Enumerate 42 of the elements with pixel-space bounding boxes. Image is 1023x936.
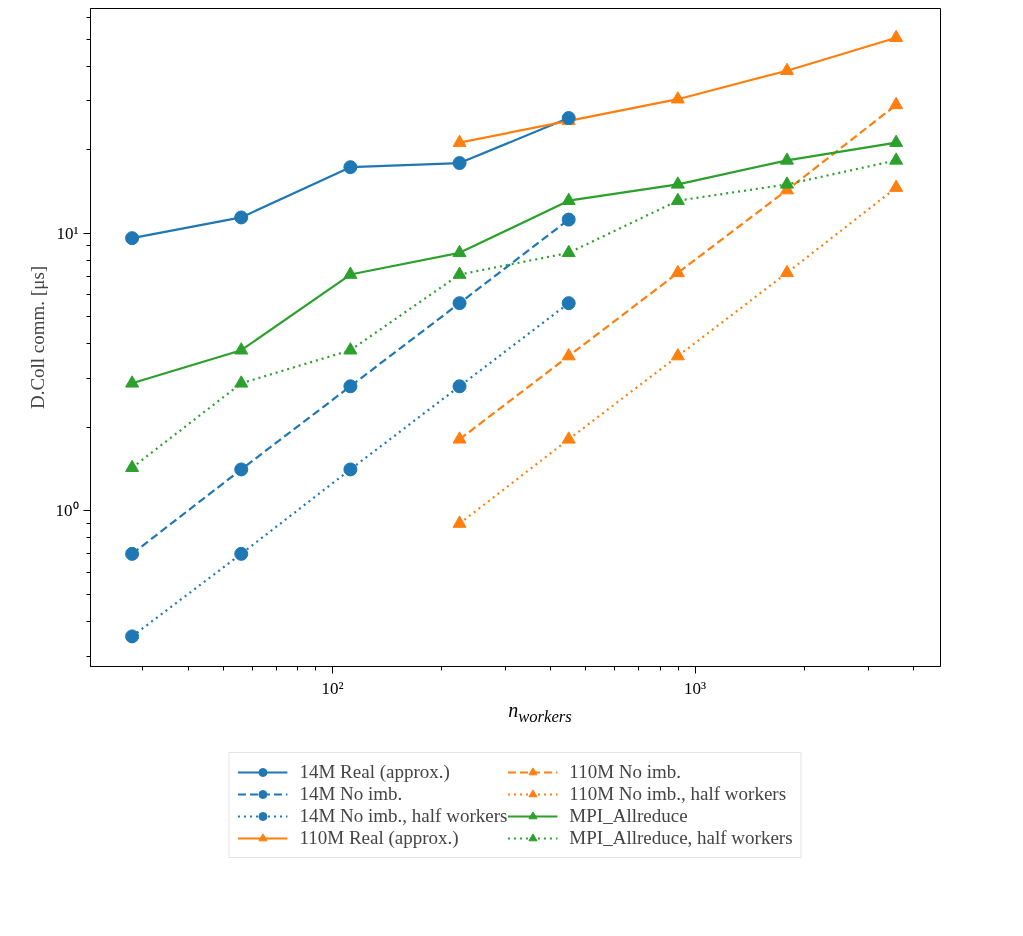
y-tick-label: 10⁰: [55, 501, 79, 521]
legend-label: 14M Real (approx.): [299, 761, 450, 783]
point: [561, 212, 576, 227]
x-tick-label: 10²: [321, 678, 344, 698]
point: [889, 152, 904, 165]
point: [125, 546, 140, 561]
point: [670, 192, 685, 205]
point: [234, 342, 249, 355]
point: [343, 462, 358, 477]
legend-label: MPI_Allreduce: [569, 805, 688, 827]
point: [452, 296, 467, 311]
legend-label: 110M Real (approx.): [299, 827, 459, 849]
point: [234, 375, 249, 388]
point: [343, 342, 358, 355]
point: [561, 296, 576, 311]
legend-label: 14M No imb.: [299, 783, 403, 805]
x-axis-title: n$_{workers}$: [508, 699, 572, 726]
point: [670, 176, 685, 189]
point: [780, 152, 794, 165]
point: [889, 134, 904, 147]
point: [234, 210, 249, 225]
point: [125, 375, 140, 388]
point: [125, 629, 140, 644]
point: [125, 231, 140, 246]
y-axis-title: D.Coll comm. [μs]: [26, 265, 48, 410]
x-tick-label: 10³: [684, 678, 707, 698]
legend-label: 110M No imb.: [569, 761, 682, 783]
point: [561, 244, 576, 258]
point: [452, 379, 467, 394]
point: [234, 462, 249, 477]
point: [234, 546, 249, 561]
legend-label: 14M No imb., half workers: [299, 805, 508, 827]
point: [343, 266, 358, 279]
point: [780, 176, 794, 189]
legend-label: MPI_Allreduce, half workers: [569, 827, 793, 849]
point: [452, 266, 467, 279]
point: [125, 459, 140, 472]
point: [343, 379, 358, 394]
legend-label: 110M No imb., half workers: [569, 783, 787, 805]
point: [561, 192, 576, 205]
y-tick-label: 10¹: [56, 223, 79, 243]
point: [452, 244, 467, 258]
